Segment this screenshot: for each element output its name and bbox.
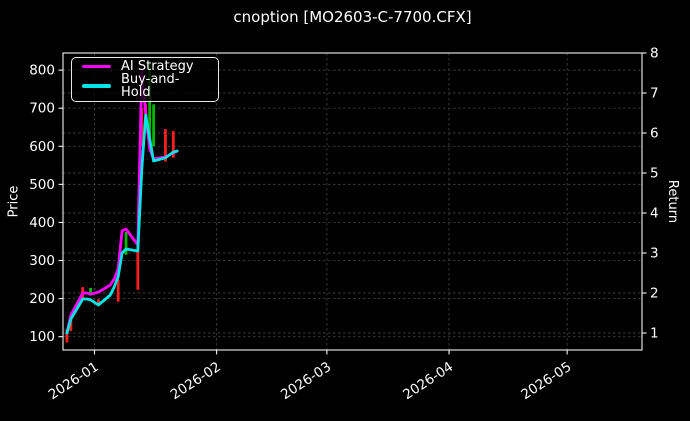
series-line-buy-and-hold: [65, 113, 179, 335]
candle-2025-12-25: [65, 329, 69, 343]
legend: AI Strategy Buy-and-Hold: [71, 57, 219, 102]
series-line-ai-strategy: [65, 69, 179, 335]
legend-item-ai-strategy: AI Strategy: [82, 60, 208, 73]
right-axis-label: Return: [664, 179, 680, 224]
candle-2026-01-07: [116, 279, 120, 302]
candle-2025-12-31: [89, 287, 92, 296]
candle-2026-01-09: [124, 231, 128, 255]
date-tick-label: 2026-03: [278, 359, 334, 403]
candle-2026-01-02: [97, 299, 100, 307]
return-tick-label: 7: [650, 86, 659, 102]
price-tick-label: 300: [29, 253, 55, 269]
legend-label-buy-and-hold: Buy-and-Hold: [121, 72, 180, 100]
ai-strategy-line-swatch: [82, 64, 111, 69]
left-axis-label: Price: [6, 185, 22, 218]
plot-spines: [62, 52, 643, 351]
candle-2026-01-19: [164, 129, 167, 162]
candle-2026-01-16: [152, 104, 155, 147]
return-tick-label: 8: [650, 46, 659, 62]
candle-2026-01-21: [171, 131, 175, 158]
candle-2026-01-12: [136, 239, 140, 290]
return-tick-label: 2: [650, 286, 659, 302]
buy-and-hold-line-swatch: [82, 84, 111, 88]
price-tick-label: 100: [29, 329, 55, 345]
price-tick-label: 500: [29, 177, 55, 193]
return-tick-label: 6: [650, 126, 659, 142]
price-tick-label: 800: [29, 63, 55, 79]
date-tick-label: 2026-04: [400, 359, 456, 403]
return-tick-label: 3: [650, 246, 659, 262]
return-tick-label: 4: [650, 206, 659, 222]
price-tick-label: 700: [29, 101, 55, 117]
date-tick-label: 2026-01: [46, 359, 102, 403]
price-tick-label: 200: [29, 291, 55, 307]
price-tick-label: 600: [29, 139, 55, 155]
price-tick-label: 400: [29, 215, 55, 231]
date-tick-label: 2026-05: [518, 359, 574, 403]
return-tick-label: 5: [650, 166, 659, 182]
legend-item-buy-and-hold: Buy-and-Hold: [82, 73, 208, 99]
chart-title: cnoption [MO2603-C-7700.CFX]: [233, 8, 472, 26]
return-tick-label: 1: [650, 326, 659, 342]
legend-label-ai-strategy: AI Strategy: [121, 59, 194, 74]
date-tick-label: 2026-02: [168, 359, 224, 403]
